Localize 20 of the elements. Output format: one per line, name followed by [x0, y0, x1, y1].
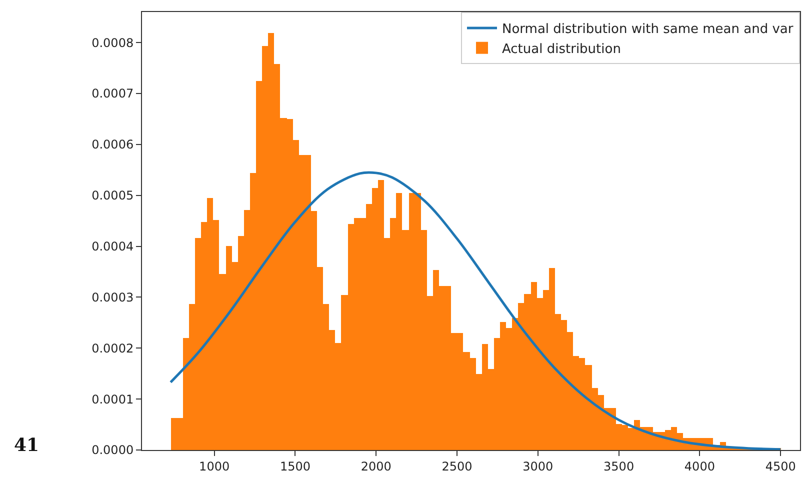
- y-tick-label: 0.0006: [92, 138, 134, 152]
- x-tick-label: 3500: [604, 459, 634, 474]
- legend-label: Normal distribution with same mean and var: [502, 22, 794, 38]
- text: 41: [14, 435, 40, 456]
- y-tick-label: 0.0000: [92, 443, 134, 458]
- y-tick-label: 0.0005: [92, 188, 134, 203]
- x-tick-label: 4500: [765, 459, 796, 474]
- x-tick-label: 3000: [522, 459, 554, 474]
- x-tick-label: 1500: [280, 459, 310, 474]
- y-tick-label: 0.0002: [92, 341, 134, 356]
- y-tick-label: 0.0004: [92, 239, 134, 254]
- y-tick-label: 0.0008: [92, 36, 134, 50]
- x-tick-label: 2000: [360, 459, 392, 474]
- y-tick-label: 0.0001: [92, 392, 134, 406]
- legend-label: Actual distribution: [502, 42, 621, 57]
- x-tick-label: 4000: [684, 459, 715, 474]
- y-tick-label: 0.0003: [92, 290, 134, 304]
- y-tick-label: 0.0007: [92, 86, 134, 101]
- x-tick-label: 2500: [442, 459, 472, 474]
- x-tick-label: 1000: [199, 459, 230, 474]
